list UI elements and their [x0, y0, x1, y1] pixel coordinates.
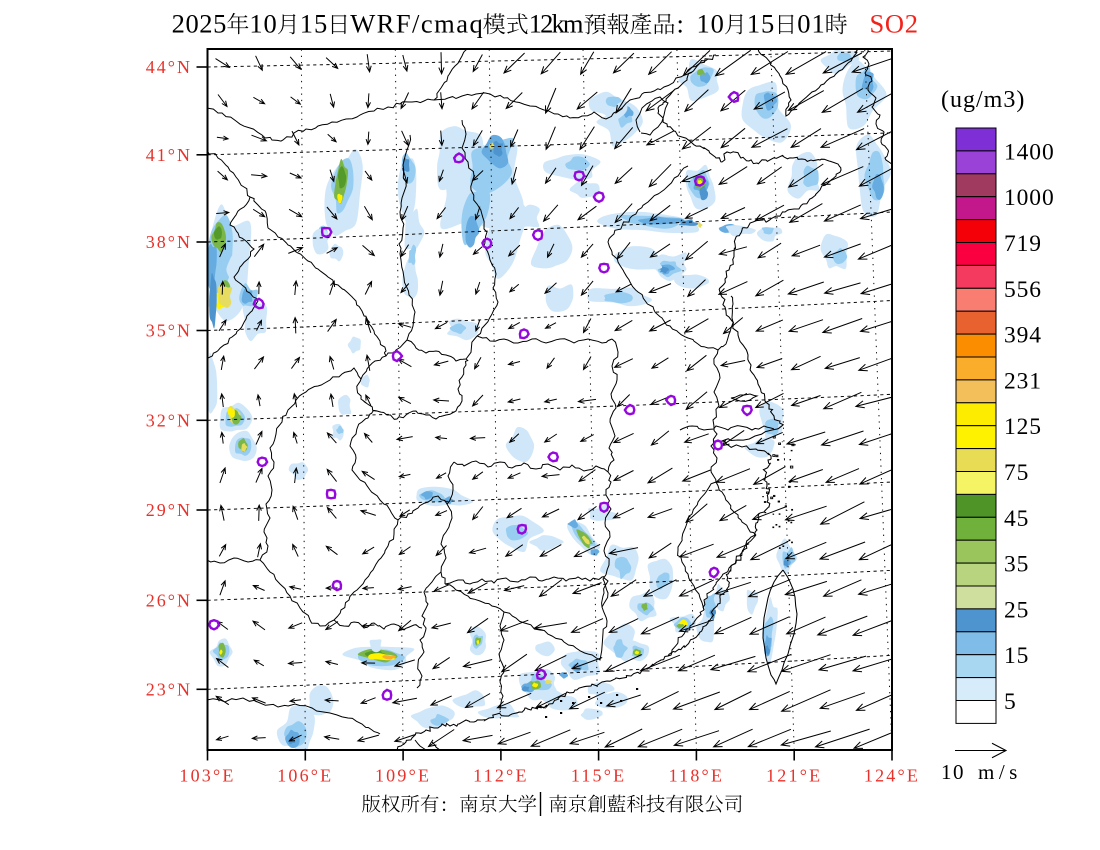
svg-text:15: 15	[300, 9, 327, 39]
svg-text:WRF/cmaq: WRF/cmaq	[350, 9, 483, 39]
svg-text:394: 394	[1004, 323, 1042, 349]
svg-text:m/s: m/s	[978, 760, 1022, 784]
svg-text:556: 556	[1004, 277, 1042, 303]
svg-text::: :	[677, 9, 684, 39]
svg-text:103°E: 103°E	[179, 766, 235, 786]
svg-text:26°N: 26°N	[146, 590, 192, 610]
svg-text:15: 15	[747, 9, 774, 39]
svg-text:231: 231	[1004, 368, 1042, 394]
svg-text:5: 5	[1004, 689, 1017, 715]
svg-text:75: 75	[1004, 460, 1029, 486]
svg-text:118°E: 118°E	[669, 766, 725, 786]
svg-text:SO2: SO2	[870, 9, 919, 39]
svg-text::: :	[441, 795, 446, 816]
svg-text:(ug/m3): (ug/m3)	[941, 87, 1025, 113]
svg-text:112°E: 112°E	[473, 766, 529, 786]
svg-text:41°N: 41°N	[146, 145, 192, 165]
svg-text:124°E: 124°E	[864, 766, 920, 786]
svg-text:35°N: 35°N	[146, 321, 192, 341]
svg-text:38°N: 38°N	[146, 232, 192, 252]
svg-text:1000: 1000	[1004, 185, 1055, 211]
svg-text:106°E: 106°E	[277, 766, 333, 786]
svg-text:12km: 12km	[529, 9, 584, 39]
svg-text:10: 10	[249, 9, 276, 39]
svg-text:115°E: 115°E	[571, 766, 627, 786]
svg-text:719: 719	[1004, 231, 1042, 257]
svg-text:01: 01	[797, 9, 824, 39]
svg-text:25: 25	[1004, 597, 1029, 623]
svg-text:35: 35	[1004, 552, 1029, 578]
svg-text:32°N: 32°N	[146, 410, 192, 430]
svg-text:10: 10	[697, 9, 724, 39]
svg-text:125: 125	[1004, 414, 1042, 440]
svg-text:2025: 2025	[172, 9, 227, 39]
svg-text:45: 45	[1004, 506, 1029, 532]
svg-text:1400: 1400	[1004, 139, 1055, 165]
svg-text:15: 15	[1004, 643, 1029, 669]
svg-text:44°N: 44°N	[146, 57, 192, 77]
svg-text:29°N: 29°N	[146, 500, 192, 520]
svg-text:10: 10	[941, 760, 965, 784]
svg-text:23°N: 23°N	[146, 679, 192, 699]
svg-text:109°E: 109°E	[375, 766, 431, 786]
svg-text:121°E: 121°E	[766, 766, 822, 786]
